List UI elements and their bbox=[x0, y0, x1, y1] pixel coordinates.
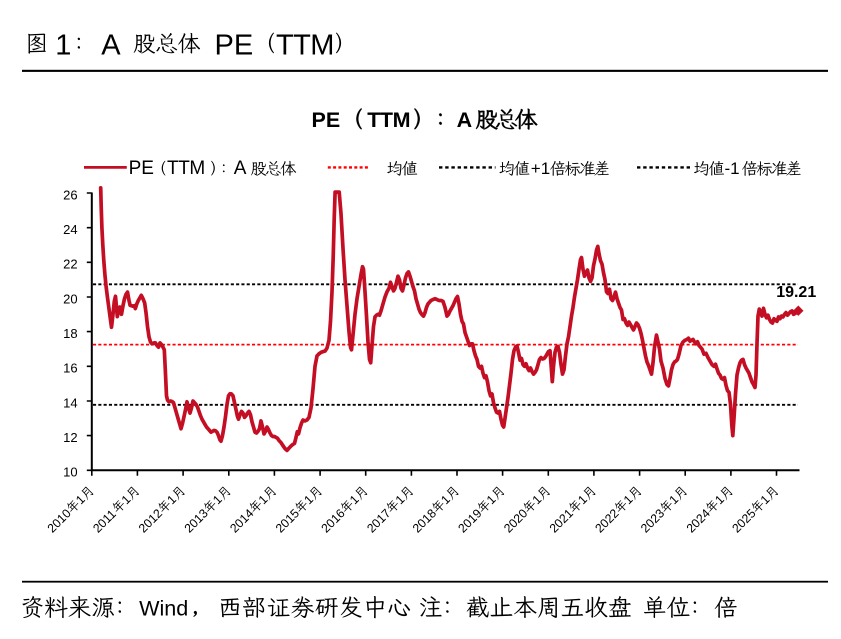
svg-text:19.21: 19.21 bbox=[776, 284, 816, 301]
svg-text:TTM: TTM bbox=[167, 158, 205, 179]
svg-text:26: 26 bbox=[63, 187, 77, 202]
svg-text:-1: -1 bbox=[725, 159, 740, 178]
svg-text:PE: PE bbox=[215, 30, 254, 62]
svg-text:24: 24 bbox=[63, 222, 77, 237]
svg-text:TTM: TTM bbox=[367, 108, 410, 132]
svg-text:12: 12 bbox=[63, 430, 77, 445]
svg-text:A: A bbox=[457, 108, 473, 132]
svg-text:18: 18 bbox=[63, 326, 77, 341]
svg-text:Wind: Wind bbox=[139, 596, 188, 621]
svg-text:A: A bbox=[101, 30, 121, 62]
svg-text:+1: +1 bbox=[531, 159, 550, 178]
svg-text:22: 22 bbox=[63, 257, 77, 272]
svg-text:TTM: TTM bbox=[276, 30, 334, 62]
svg-text:PE: PE bbox=[312, 108, 341, 132]
svg-text:16: 16 bbox=[63, 361, 77, 376]
svg-text:PE: PE bbox=[129, 158, 154, 179]
svg-text:A: A bbox=[234, 158, 247, 179]
svg-text:10: 10 bbox=[63, 465, 77, 480]
svg-text:20: 20 bbox=[63, 291, 77, 306]
svg-text:14: 14 bbox=[63, 395, 77, 410]
svg-text:1: 1 bbox=[55, 30, 71, 62]
